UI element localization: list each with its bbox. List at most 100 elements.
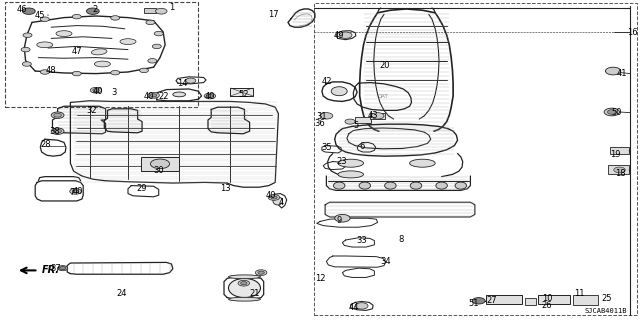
Text: SJCAB4011B: SJCAB4011B	[585, 308, 627, 314]
Ellipse shape	[56, 31, 72, 36]
Text: 13: 13	[220, 184, 230, 193]
Ellipse shape	[359, 182, 371, 189]
Bar	[230, 88, 253, 96]
Ellipse shape	[455, 182, 467, 189]
Ellipse shape	[410, 159, 435, 167]
Text: 52: 52	[239, 90, 249, 99]
Text: 8: 8	[399, 235, 404, 244]
Bar	[314, 3, 637, 315]
Circle shape	[22, 62, 31, 66]
Text: 20: 20	[380, 61, 390, 70]
Circle shape	[72, 190, 79, 193]
Bar	[610, 147, 629, 154]
Circle shape	[58, 266, 68, 271]
Circle shape	[72, 14, 81, 19]
Text: 51: 51	[468, 300, 479, 308]
Circle shape	[148, 59, 157, 63]
Circle shape	[111, 70, 120, 75]
Circle shape	[72, 71, 81, 76]
Text: 3: 3	[111, 88, 116, 97]
Text: 26: 26	[541, 301, 552, 310]
Text: 49: 49	[334, 31, 344, 40]
Circle shape	[186, 78, 196, 83]
Text: 31: 31	[317, 112, 327, 121]
Text: 41: 41	[617, 69, 627, 78]
Text: 48: 48	[46, 66, 56, 75]
Circle shape	[604, 108, 620, 116]
Bar	[486, 295, 522, 304]
Ellipse shape	[273, 197, 283, 205]
Circle shape	[51, 112, 64, 118]
Text: 32: 32	[86, 106, 97, 115]
Text: 43: 43	[367, 111, 378, 120]
Text: 25: 25	[602, 294, 612, 303]
Text: 47: 47	[72, 47, 82, 56]
Bar	[525, 298, 536, 305]
Circle shape	[238, 280, 250, 286]
Text: 50: 50	[611, 108, 621, 117]
Text: 16: 16	[627, 28, 637, 36]
Circle shape	[335, 214, 350, 222]
Text: 40: 40	[266, 191, 276, 200]
Bar	[608, 165, 629, 174]
Text: 18: 18	[616, 169, 626, 178]
Circle shape	[40, 17, 49, 21]
Ellipse shape	[228, 297, 260, 301]
Circle shape	[204, 93, 216, 99]
Circle shape	[51, 128, 64, 134]
Circle shape	[150, 94, 157, 97]
Text: 7: 7	[69, 188, 74, 197]
Bar	[5, 2, 198, 107]
Text: 28: 28	[41, 140, 51, 149]
Circle shape	[345, 119, 355, 124]
Text: 44: 44	[349, 303, 359, 312]
Text: 4: 4	[279, 198, 284, 207]
Text: 42: 42	[321, 77, 332, 86]
Circle shape	[614, 167, 625, 173]
Circle shape	[54, 113, 61, 117]
Bar	[538, 295, 570, 304]
Text: 1: 1	[169, 3, 174, 12]
Bar	[370, 113, 385, 119]
Bar	[144, 8, 156, 13]
Circle shape	[371, 113, 384, 119]
Text: 10: 10	[542, 294, 552, 303]
Circle shape	[268, 195, 280, 200]
Ellipse shape	[338, 159, 364, 167]
Ellipse shape	[228, 278, 260, 298]
Circle shape	[154, 31, 163, 36]
Text: 35: 35	[322, 143, 332, 152]
Ellipse shape	[120, 39, 136, 44]
Circle shape	[156, 8, 167, 14]
Text: 36: 36	[315, 119, 325, 128]
Ellipse shape	[410, 182, 422, 189]
Bar	[141, 157, 179, 171]
Text: 9: 9	[337, 216, 342, 225]
Text: 17: 17	[268, 10, 278, 19]
Text: 29: 29	[137, 184, 147, 193]
Text: 23: 23	[337, 157, 347, 166]
Ellipse shape	[332, 87, 348, 96]
Text: 46: 46	[17, 5, 28, 14]
Ellipse shape	[37, 42, 53, 48]
Text: 45: 45	[35, 11, 45, 20]
Circle shape	[90, 87, 102, 93]
Text: 6: 6	[360, 142, 365, 151]
Text: 38: 38	[50, 127, 60, 136]
Circle shape	[23, 33, 32, 37]
Bar	[573, 295, 598, 305]
Ellipse shape	[385, 182, 396, 189]
Circle shape	[255, 270, 267, 276]
Text: 40: 40	[93, 87, 103, 96]
Text: 2: 2	[92, 5, 97, 14]
Circle shape	[355, 303, 368, 309]
Circle shape	[605, 67, 621, 75]
Circle shape	[60, 267, 66, 270]
Ellipse shape	[173, 92, 186, 97]
Ellipse shape	[436, 182, 447, 189]
Text: 11: 11	[574, 289, 584, 298]
Bar	[355, 117, 371, 123]
Circle shape	[607, 110, 616, 114]
Circle shape	[339, 32, 352, 38]
Text: 33: 33	[356, 236, 367, 245]
